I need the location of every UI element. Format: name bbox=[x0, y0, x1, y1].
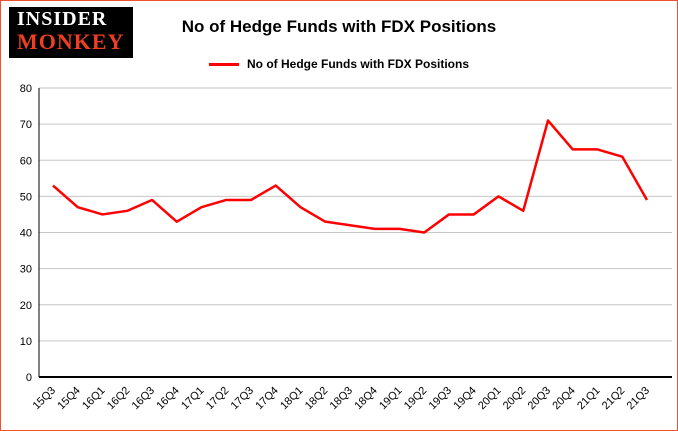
y-tick-label: 30 bbox=[20, 264, 32, 276]
y-tick-label: 80 bbox=[20, 83, 32, 95]
y-tick-label: 10 bbox=[20, 336, 32, 348]
x-tick-label: 15Q3 bbox=[31, 385, 59, 413]
x-tick-label: 19Q4 bbox=[451, 385, 479, 413]
x-tick-label: 17Q1 bbox=[179, 385, 207, 413]
x-tick-label: 16Q3 bbox=[130, 385, 158, 413]
y-tick-label: 50 bbox=[20, 191, 32, 203]
x-tick-label: 21Q2 bbox=[600, 385, 628, 413]
series-line bbox=[52, 119, 649, 234]
y-tick-label: 70 bbox=[20, 119, 32, 131]
x-tick-label: 20Q1 bbox=[476, 385, 504, 413]
x-tick-label: 17Q3 bbox=[229, 385, 257, 413]
insider-monkey-logo: INSIDER MONKEY bbox=[9, 7, 134, 59]
chart-title: No of Hedge Funds with FDX Positions bbox=[181, 17, 497, 36]
x-tick-label: 15Q4 bbox=[55, 385, 83, 413]
legend-label: No of Hedge Funds with FDX Positions bbox=[247, 57, 469, 71]
x-tick-label: 17Q4 bbox=[253, 385, 281, 413]
x-tick-label: 21Q3 bbox=[625, 385, 653, 413]
logo-text-monkey: MONKEY bbox=[17, 29, 125, 54]
y-tick-label: 60 bbox=[20, 155, 32, 167]
x-tick-label: 20Q2 bbox=[501, 385, 529, 413]
y-tick-label: 0 bbox=[26, 372, 32, 384]
x-tick-label: 17Q2 bbox=[204, 385, 232, 413]
legend: No of Hedge Funds with FDX Positions bbox=[1, 57, 677, 71]
x-tick-label: 19Q3 bbox=[427, 385, 455, 413]
x-tick-label: 21Q1 bbox=[575, 385, 603, 413]
x-tick-label: 16Q2 bbox=[105, 385, 133, 413]
x-tick-label: 19Q2 bbox=[402, 385, 430, 413]
logo-text-insider: INSIDER bbox=[17, 8, 108, 30]
x-tick-label: 19Q1 bbox=[377, 385, 405, 413]
y-tick-label: 40 bbox=[20, 228, 32, 240]
legend-line-swatch bbox=[209, 62, 239, 66]
x-tick-label: 18Q1 bbox=[278, 385, 306, 413]
x-tick-label: 20Q4 bbox=[550, 385, 578, 413]
x-tick-label: 20Q3 bbox=[526, 385, 554, 413]
y-tick-label: 20 bbox=[20, 300, 32, 312]
x-tick-label: 18Q3 bbox=[328, 385, 356, 413]
x-tick-label: 18Q4 bbox=[352, 385, 380, 413]
x-tick-label: 16Q1 bbox=[80, 385, 108, 413]
x-tick-label: 16Q4 bbox=[154, 385, 182, 413]
x-tick-label: 18Q2 bbox=[303, 385, 331, 413]
